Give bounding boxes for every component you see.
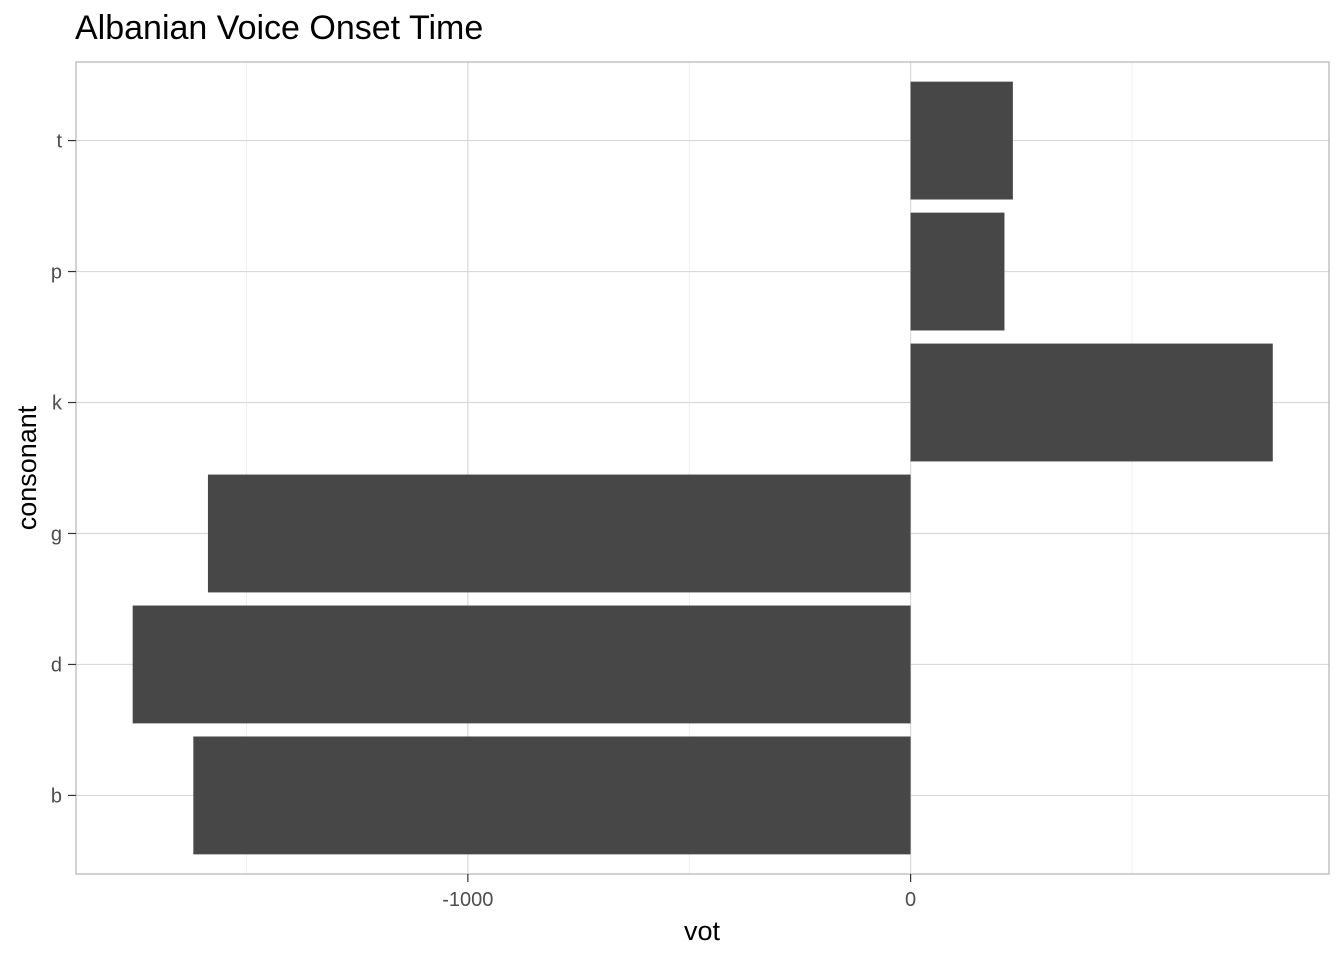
- x-axis-title: vot: [684, 916, 721, 946]
- y-axis-title: consonant: [12, 405, 42, 530]
- y-tick-label-k: k: [52, 393, 63, 415]
- x-tick-label: -1000: [442, 889, 493, 911]
- panel-border: [75, 61, 1330, 875]
- bar-d: [132, 605, 911, 724]
- y-tick-label-b: b: [51, 785, 62, 807]
- bars: [132, 81, 1273, 855]
- y-tick-label-d: d: [51, 654, 62, 676]
- y-axis-ticks: b d g k p t: [51, 131, 76, 807]
- x-axis-ticks: -1000 0: [442, 874, 916, 911]
- chart-title: Albanian Voice Onset Time: [75, 9, 483, 47]
- bar-p: [910, 212, 1005, 331]
- bar-t: [910, 81, 1013, 200]
- y-tick-label-g: g: [51, 523, 62, 545]
- x-tick-label: 0: [905, 889, 916, 911]
- y-tick-label-p: p: [51, 262, 62, 284]
- bar-k: [910, 343, 1273, 462]
- bar-g: [207, 474, 911, 593]
- y-tick-label-t: t: [56, 131, 62, 153]
- bar-b: [193, 736, 911, 855]
